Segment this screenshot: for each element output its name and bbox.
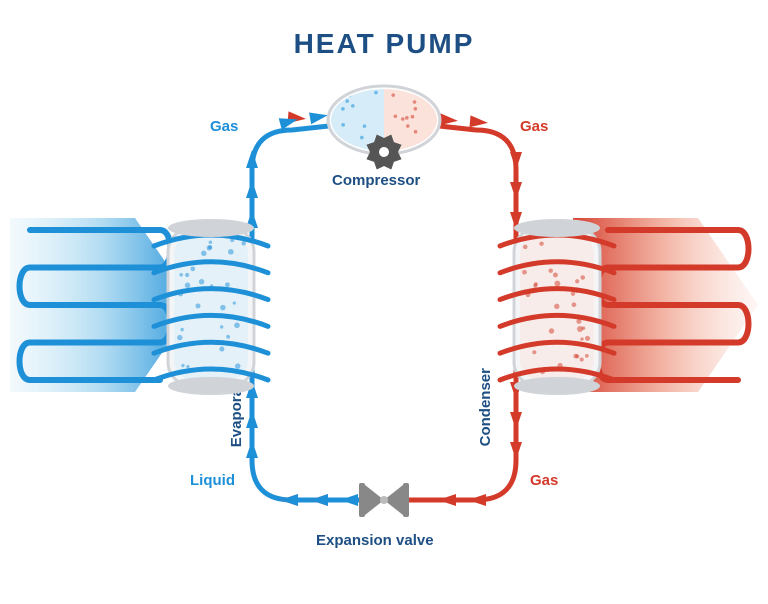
flow-arrow-icon <box>439 113 457 125</box>
flow-arrow-icon <box>246 440 258 458</box>
flow-arrow-icon <box>510 442 522 460</box>
flow-arrow-icon <box>438 494 456 506</box>
flow-arrow-icon <box>280 494 298 506</box>
flow-arrow-icon <box>246 180 258 198</box>
loop-cold <box>252 120 384 500</box>
flow-arrow-icon <box>468 494 486 506</box>
evaporator <box>154 219 268 395</box>
flow-arrow-icon <box>510 412 522 430</box>
expansion-valve <box>359 483 409 517</box>
flow-arrow-icon <box>246 410 258 428</box>
loop-hot <box>384 120 516 500</box>
compressor <box>328 86 440 170</box>
flow-arrow-icon <box>310 494 328 506</box>
flow-arrow-icon <box>510 152 522 170</box>
flow-arrow-icon <box>340 494 358 506</box>
condenser <box>500 219 614 395</box>
diagram-stage: HEAT PUMP Gas Gas Liquid Gas Compressor … <box>0 0 768 604</box>
flow-arrow-icon <box>510 182 522 200</box>
diagram-svg <box>0 0 768 604</box>
flow-arrow-icon <box>469 115 487 127</box>
flow-arrow-icon <box>309 112 328 124</box>
